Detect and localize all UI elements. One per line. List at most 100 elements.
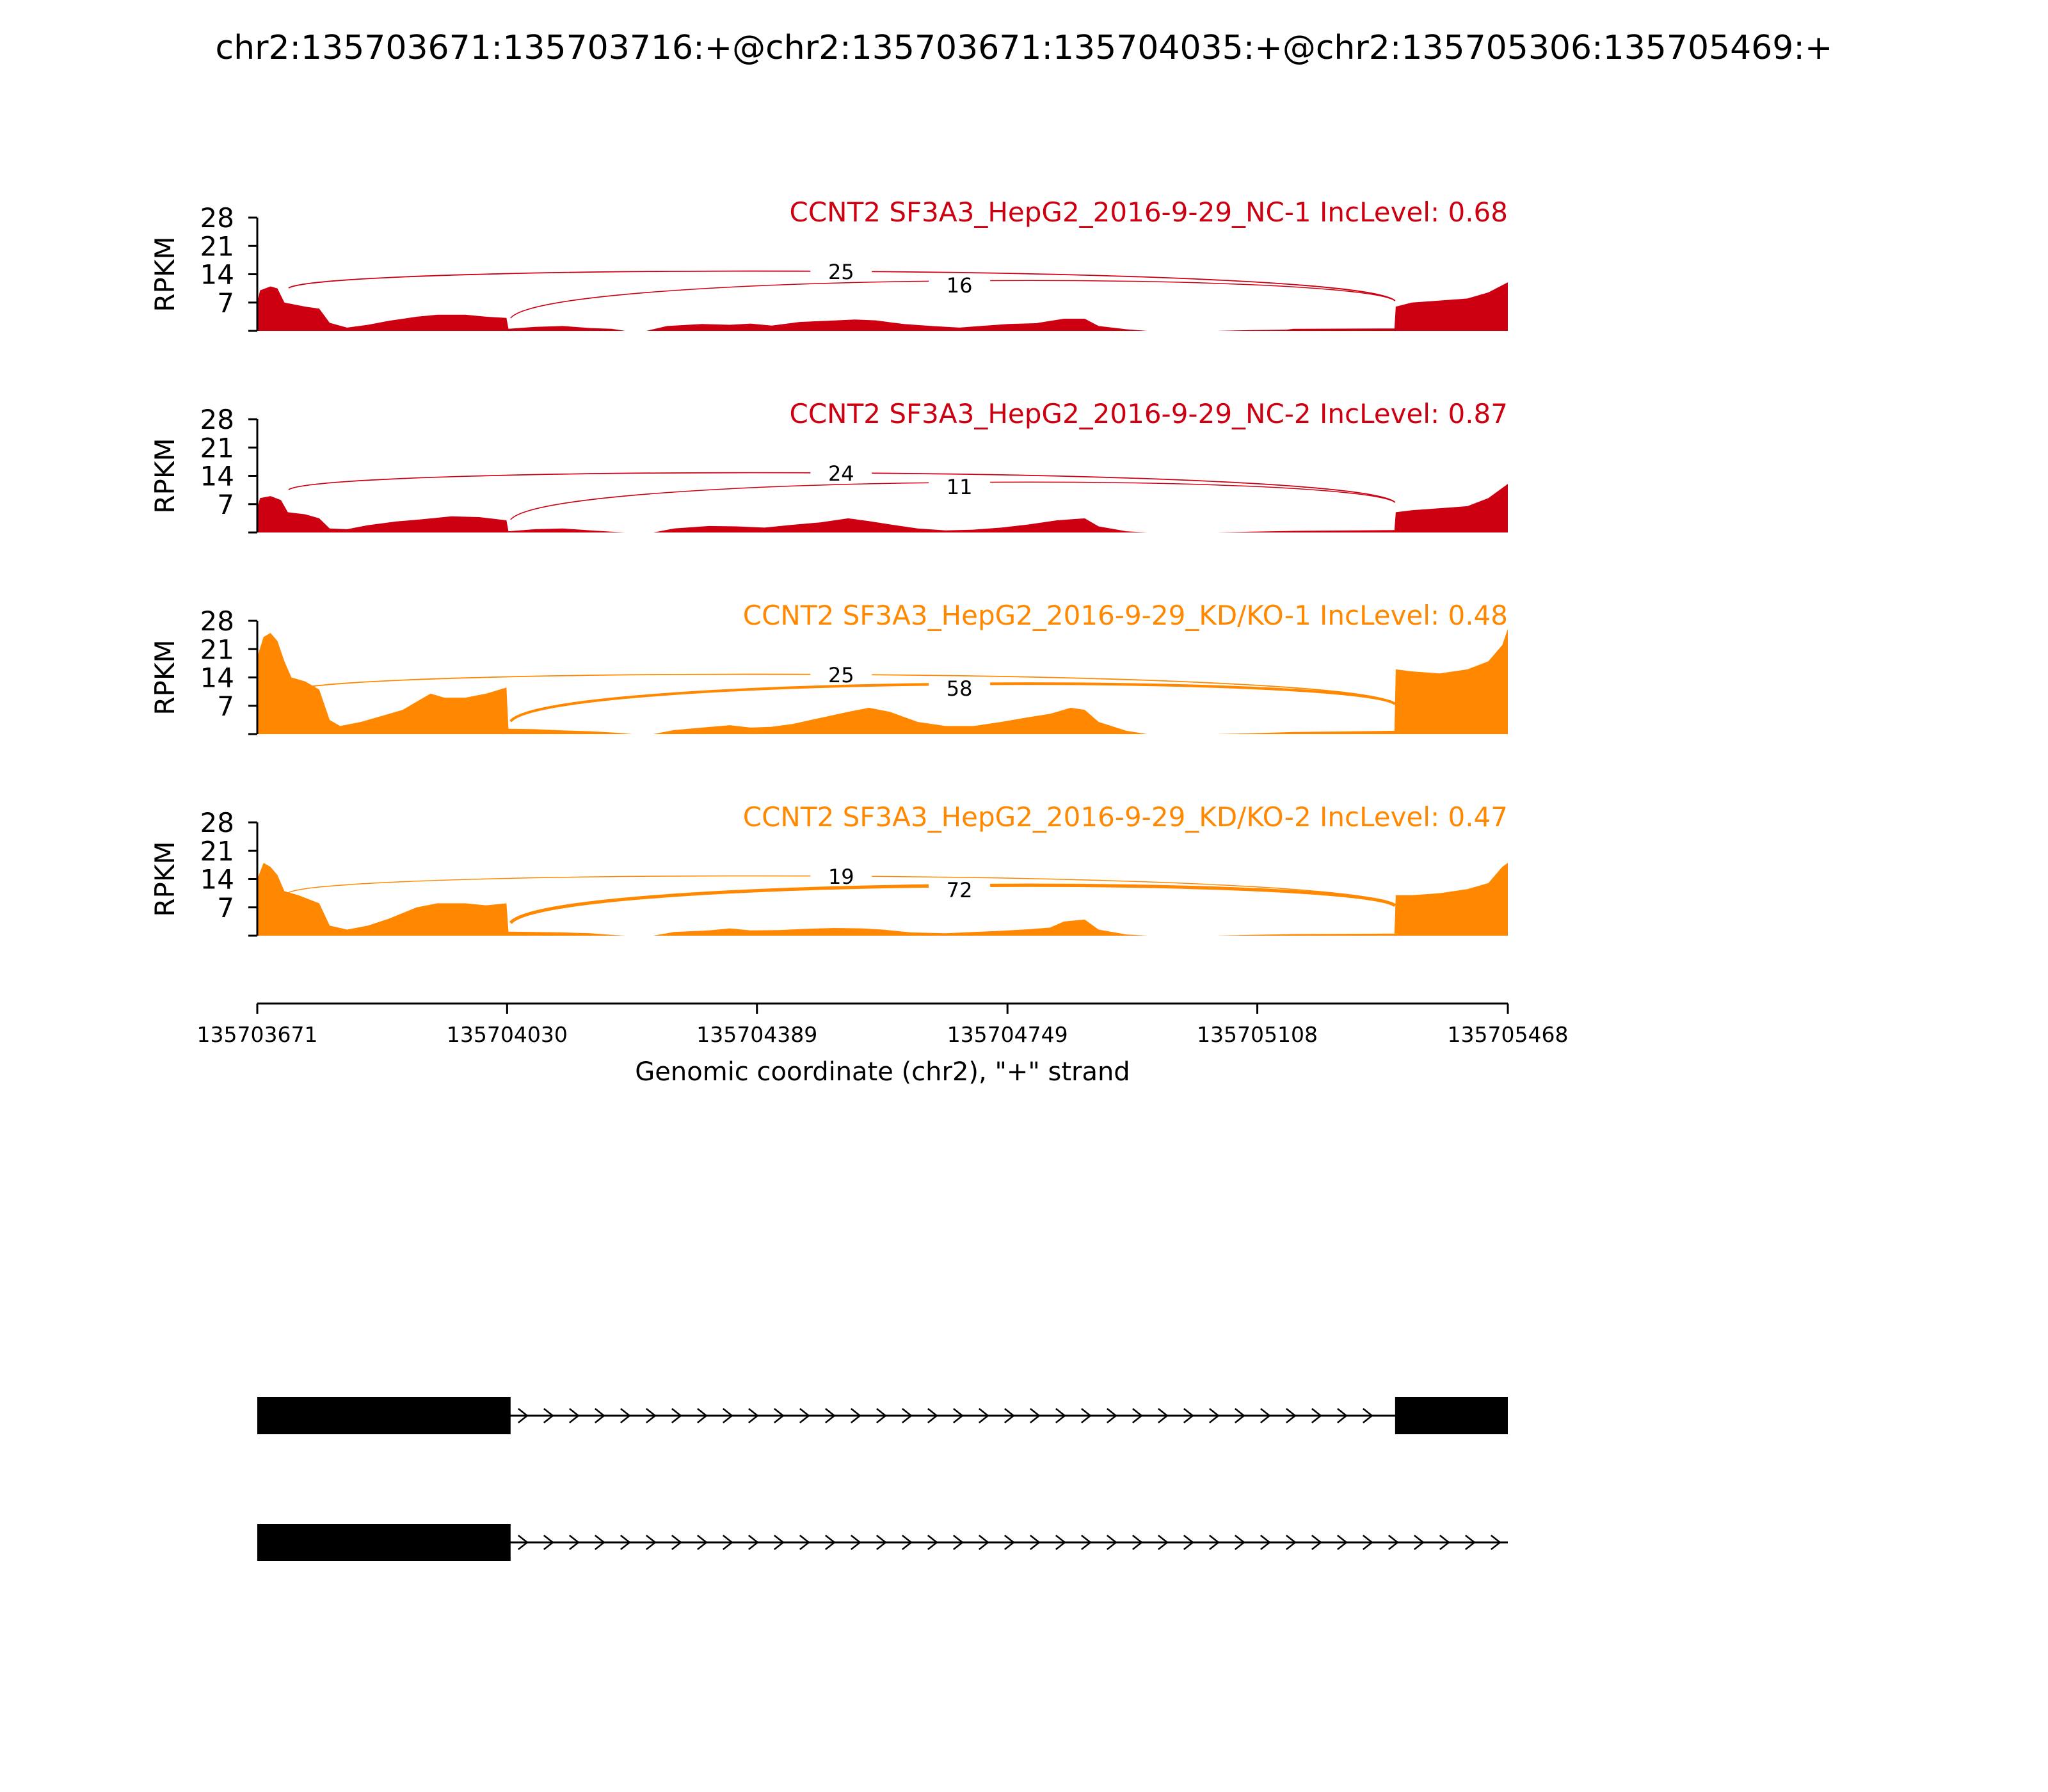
- x-axis-label: Genomic coordinate (chr2), "+" strand: [635, 1057, 1130, 1087]
- strand-chevron: [620, 1408, 631, 1423]
- strand-chevron: [799, 1535, 810, 1550]
- strand-chevron: [1030, 1535, 1041, 1550]
- strand-chevron: [927, 1535, 938, 1550]
- strand-chevron: [1209, 1535, 1220, 1550]
- strand-chevron: [723, 1408, 733, 1423]
- strand-chevron: [518, 1408, 529, 1423]
- gene-model-1: [257, 1397, 1508, 1434]
- strand-chevron: [1363, 1408, 1373, 1423]
- strand-chevron: [595, 1535, 605, 1550]
- y-tick-label: 14: [200, 461, 234, 492]
- strand-chevron: [697, 1535, 708, 1550]
- strand-chevron: [671, 1535, 682, 1550]
- junction-count-label: 25: [828, 663, 854, 687]
- x-tick-label: 135704389: [696, 1022, 817, 1047]
- strand-chevron: [774, 1535, 785, 1550]
- strand-chevron: [748, 1535, 759, 1550]
- x-tick-label: 135704030: [447, 1022, 568, 1047]
- strand-chevron: [876, 1408, 887, 1423]
- y-tick-label: 14: [200, 864, 234, 895]
- track-label: CCNT2 SF3A3_HepG2_2016-9-29_KD/KO-2 IncL…: [743, 801, 1508, 833]
- track-label: CCNT2 SF3A3_HepG2_2016-9-29_NC-2 IncLeve…: [790, 398, 1508, 429]
- strand-chevron: [646, 1408, 657, 1423]
- strand-chevron: [671, 1408, 682, 1423]
- strand-chevron: [1311, 1535, 1322, 1550]
- strand-chevron: [1107, 1535, 1117, 1550]
- strand-chevron: [1337, 1408, 1348, 1423]
- strand-chevron: [1235, 1408, 1245, 1423]
- strand-chevron: [1055, 1408, 1066, 1423]
- strand-chevron: [1491, 1535, 1501, 1550]
- strand-chevron: [1363, 1535, 1373, 1550]
- strand-chevron: [1158, 1535, 1169, 1550]
- strand-chevron: [1260, 1535, 1271, 1550]
- x-tick-label: 135704749: [947, 1022, 1068, 1047]
- strand-chevron: [1183, 1535, 1194, 1550]
- strand-chevron: [1081, 1535, 1092, 1550]
- y-tick-label: 7: [217, 287, 234, 319]
- junction-count-label: 58: [947, 676, 973, 701]
- strand-chevron: [1260, 1408, 1271, 1423]
- junction-label-bg: [929, 678, 991, 703]
- strand-chevron: [799, 1408, 810, 1423]
- strand-chevron: [979, 1535, 989, 1550]
- strand-chevron: [1311, 1408, 1322, 1423]
- figure-title: chr2:135703671:135703716:+@chr2:13570367…: [216, 29, 1833, 67]
- y-axis-label: RPKM: [149, 639, 180, 715]
- x-tick-label: 135703671: [197, 1022, 318, 1047]
- y-tick-label: 7: [217, 489, 234, 520]
- strand-chevron: [620, 1535, 631, 1550]
- strand-chevron: [569, 1535, 580, 1550]
- strand-chevron: [953, 1535, 964, 1550]
- junction-count-label: 25: [828, 260, 854, 284]
- gene-model-2: [257, 1524, 1508, 1561]
- strand-chevron: [1004, 1535, 1015, 1550]
- coverage-area: [257, 863, 1508, 936]
- strand-chevron: [1414, 1535, 1425, 1550]
- junction-label-bg: [929, 275, 991, 300]
- strand-chevron: [902, 1535, 913, 1550]
- strand-chevron: [876, 1535, 887, 1550]
- y-tick-label: 28: [200, 404, 234, 435]
- strand-chevron: [1337, 1535, 1348, 1550]
- y-axis-label: RPKM: [149, 841, 180, 916]
- y-tick-label: 21: [200, 432, 234, 463]
- y-tick-label: 28: [200, 807, 234, 838]
- exon-block: [257, 1524, 511, 1561]
- strand-chevron: [953, 1408, 964, 1423]
- y-tick-label: 21: [200, 835, 234, 867]
- strand-chevron: [1004, 1408, 1015, 1423]
- coverage-area: [257, 282, 1508, 331]
- strand-chevron: [569, 1408, 580, 1423]
- exon-block: [257, 1397, 511, 1434]
- strand-chevron: [1439, 1535, 1450, 1550]
- junction-count-label: 11: [947, 475, 973, 499]
- strand-chevron: [1081, 1408, 1092, 1423]
- junction-count-label: 24: [828, 461, 854, 486]
- y-tick-label: 14: [200, 662, 234, 694]
- strand-chevron: [1183, 1408, 1194, 1423]
- y-tick-label: 7: [217, 892, 234, 924]
- junction-count-label: 19: [828, 865, 854, 889]
- strand-chevron: [1388, 1535, 1399, 1550]
- strand-chevron: [1132, 1408, 1143, 1423]
- strand-chevron: [1132, 1535, 1143, 1550]
- y-tick-label: 21: [200, 230, 234, 262]
- y-axis-label: RPKM: [149, 236, 180, 312]
- strand-chevron: [979, 1408, 989, 1423]
- strand-chevron: [1465, 1535, 1476, 1550]
- strand-chevron: [825, 1408, 836, 1423]
- junction-count-label: 72: [947, 878, 973, 902]
- strand-chevron: [902, 1408, 913, 1423]
- strand-chevron: [723, 1535, 733, 1550]
- strand-chevron: [825, 1535, 836, 1550]
- y-tick-label: 7: [217, 691, 234, 722]
- strand-chevron: [1107, 1408, 1117, 1423]
- strand-chevron: [1286, 1535, 1297, 1550]
- strand-chevron: [851, 1408, 861, 1423]
- strand-chevron: [1030, 1408, 1041, 1423]
